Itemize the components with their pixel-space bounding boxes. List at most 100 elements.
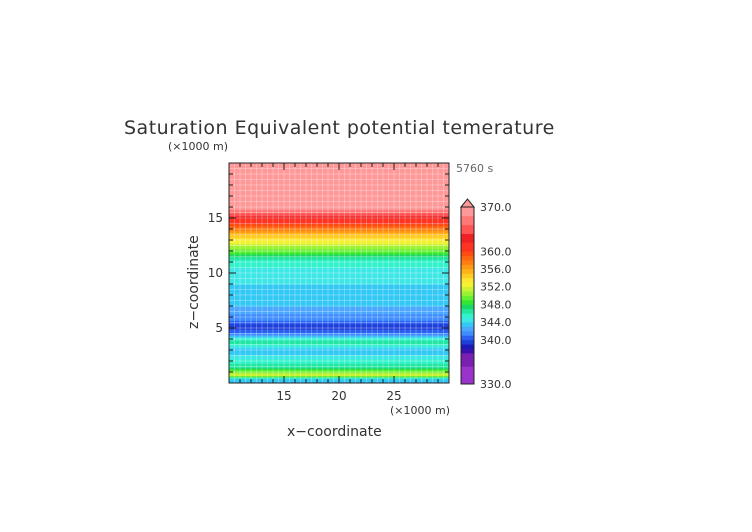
field-band	[229, 341, 449, 343]
field-band	[229, 315, 449, 318]
field-band	[229, 221, 449, 223]
field-band	[229, 213, 449, 216]
field-band	[229, 229, 449, 231]
field-band	[229, 199, 449, 201]
field-band	[229, 236, 449, 239]
field-band	[229, 177, 449, 179]
field-band	[229, 348, 449, 351]
field-band	[229, 297, 449, 299]
field-band	[229, 328, 449, 330]
field-band	[229, 373, 449, 375]
field-band	[229, 187, 449, 189]
field-band	[229, 268, 449, 271]
field-band	[229, 238, 449, 241]
field-band	[229, 180, 449, 183]
field-band	[229, 189, 449, 192]
field-band	[229, 281, 449, 284]
field-band	[229, 255, 449, 258]
field-band	[229, 304, 449, 307]
field-band	[229, 331, 449, 333]
field-band	[229, 266, 449, 269]
field-band	[229, 346, 449, 349]
field-band	[229, 277, 449, 280]
field-band	[229, 356, 449, 359]
field-band	[229, 295, 449, 297]
colorbar-swatch	[461, 215, 474, 226]
heatmap-field	[229, 163, 449, 383]
colorbar-label: 360.0	[480, 245, 512, 258]
field-band	[229, 279, 449, 282]
field-band	[229, 224, 449, 227]
field-band	[229, 171, 449, 174]
field-band	[229, 370, 449, 373]
field-band	[229, 245, 449, 248]
field-band	[229, 336, 449, 339]
field-band	[229, 340, 449, 342]
field-band	[229, 350, 449, 352]
field-band	[229, 347, 449, 350]
colorbar-swatch	[461, 313, 474, 319]
field-band	[229, 257, 449, 260]
field-band	[229, 274, 449, 276]
colorbar-label: 340.0	[480, 334, 512, 347]
field-band	[229, 193, 449, 196]
field-band	[229, 204, 449, 207]
field-band	[229, 362, 449, 364]
field-band	[229, 240, 449, 242]
field-band	[229, 309, 449, 311]
colorbar-label: 356.0	[480, 263, 512, 276]
field-band	[229, 226, 449, 229]
field-band	[229, 251, 449, 253]
chart-title: Saturation Equivalent potential temeratu…	[124, 117, 555, 139]
colorbar-swatch	[461, 224, 474, 234]
y-axis-label: z−coordinate	[186, 235, 202, 329]
field-band	[229, 243, 449, 245]
colorbar-swatch	[461, 326, 474, 332]
field-band	[229, 310, 449, 313]
field-band	[229, 271, 449, 274]
field-band	[229, 292, 449, 295]
field-band	[229, 322, 449, 325]
field-band	[229, 263, 449, 265]
field-band	[229, 181, 449, 184]
field-band	[229, 313, 449, 316]
field-band	[229, 200, 449, 203]
colorbar-swatch	[461, 308, 474, 314]
field-band	[229, 303, 449, 306]
field-band	[229, 191, 449, 194]
axis-ticks: 15 20 25 5 10 15	[208, 162, 450, 403]
field-band	[229, 278, 449, 281]
field-band	[229, 264, 449, 266]
field-band	[229, 218, 449, 220]
field-band	[229, 319, 449, 321]
field-band	[229, 242, 449, 244]
field-band	[229, 312, 449, 315]
field-band	[229, 253, 449, 255]
field-band	[229, 174, 449, 176]
field-band	[229, 296, 449, 298]
field-band	[229, 235, 449, 238]
field-band	[229, 280, 449, 283]
colorbar-swatch	[461, 317, 474, 323]
field-band	[229, 354, 449, 357]
field-band	[229, 223, 449, 226]
y-tick-label: 10	[208, 266, 223, 280]
colorbar-frame	[460, 206, 475, 385]
field-band	[229, 234, 449, 237]
y-tick-label: 15	[208, 211, 223, 225]
field-band	[229, 259, 449, 262]
field-band	[229, 196, 449, 198]
field-band	[229, 252, 449, 254]
field-band	[229, 300, 449, 303]
field-band	[229, 333, 449, 336]
field-band	[229, 194, 449, 197]
field-band	[229, 188, 449, 190]
colorbar-label: 352.0	[480, 281, 512, 294]
colorbar-swatch	[461, 273, 474, 279]
field-band	[229, 289, 449, 292]
field-band	[229, 358, 449, 361]
field-band	[229, 270, 449, 273]
colorbar-swatch	[461, 260, 474, 265]
field-band	[229, 324, 449, 327]
